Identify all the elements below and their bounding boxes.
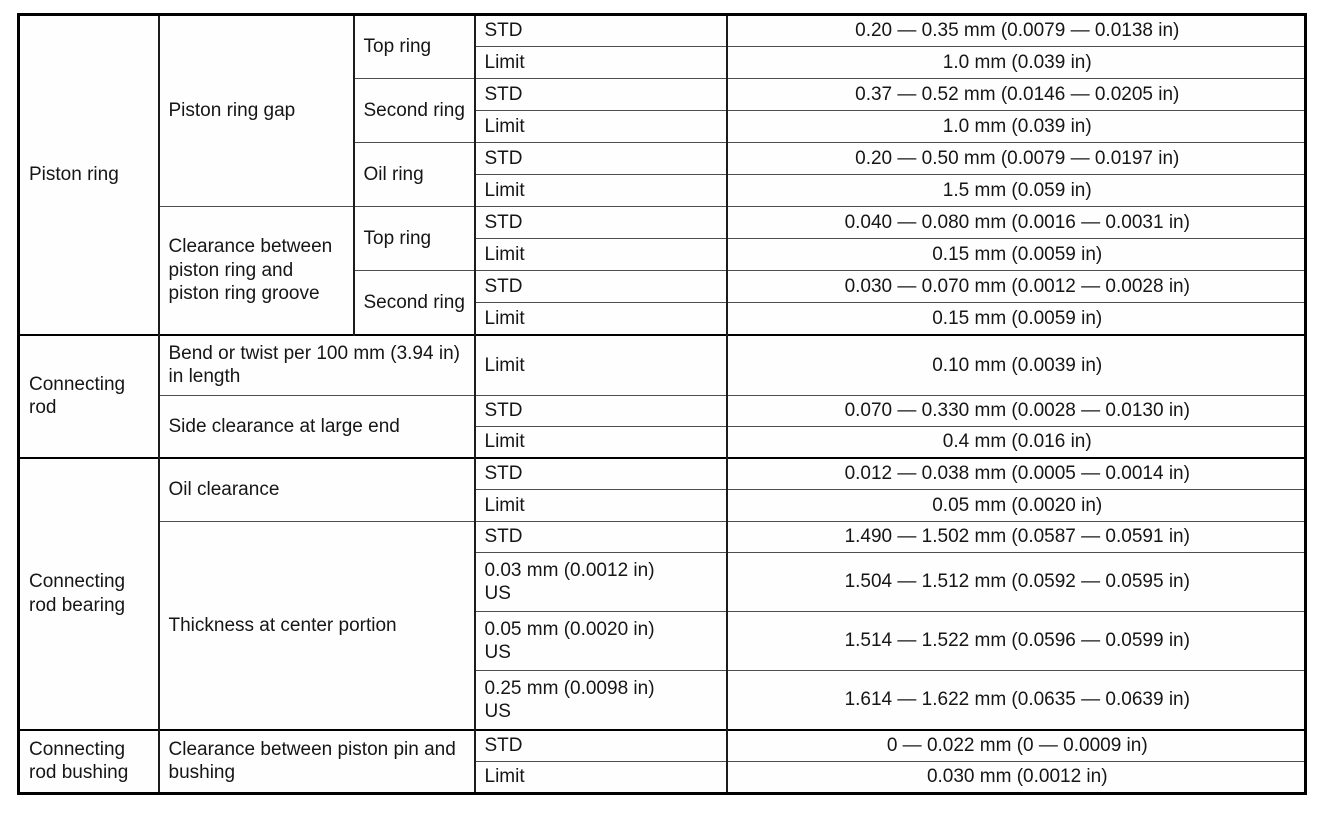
spec-type-cell: 0.05 mm (0.0020 in) US [473, 611, 727, 671]
component-cell: Connecting rod [18, 333, 159, 458]
category-cell: Oil clearance [157, 456, 475, 522]
value-cell: 1.0 mm (0.039 in) [725, 46, 1306, 79]
table-row: Limit 0.4 mm (0.016 in) [19, 426, 1306, 458]
value-cell: 0.37 — 0.52 mm (0.0146 — 0.0205 in) [725, 78, 1306, 111]
table-row: Connecting rod bushing Clearance between… [18, 728, 1306, 794]
subitem-cell: Top ring [352, 14, 475, 79]
table-row: Limit 1.5 mm (0.059 in) [19, 174, 1306, 207]
spec-type-cell: Limit [473, 333, 727, 396]
value-cell: 1.5 mm (0.059 in) [725, 174, 1306, 207]
spec-type-cell: STD [473, 206, 727, 239]
value-cell: 1.0 mm (0.039 in) [725, 110, 1306, 143]
value-cell: 0.070 — 0.330 mm (0.0028 — 0.0130 in) [725, 395, 1306, 427]
value-cell: 0.4 mm (0.016 in) [725, 426, 1306, 458]
category-cell: Thickness at center portion [157, 521, 475, 730]
table-row: Oil ring STD 0.20 — 0.50 mm (0.0079 — 0.… [19, 142, 1306, 207]
component-cell: Piston ring [29, 164, 119, 186]
component-cell: Connecting rod bushing [18, 728, 159, 794]
value-cell: 0.20 — 0.50 mm (0.0079 — 0.0197 in) [725, 142, 1306, 175]
value-cell: 1.504 — 1.512 mm (0.0592 — 0.0595 in) [725, 552, 1306, 612]
table-row: Limit 1.0 mm (0.039 in) [19, 110, 1306, 143]
table-row: Second ring STD 0.37 — 0.52 mm (0.0146 —… [19, 78, 1306, 143]
spec-type-cell: Limit [473, 302, 727, 335]
spec-type-cell: STD [473, 728, 727, 762]
category-cell: Clearance between piston pin and bushing [157, 728, 475, 794]
spec-type-cell: Limit [473, 761, 727, 794]
value-cell: 1.514 — 1.522 mm (0.0596 — 0.0599 in) [725, 611, 1306, 671]
value-cell: 0.012 — 0.038 mm (0.0005 — 0.0014 in) [725, 456, 1306, 490]
value-cell: 0.20 — 0.35 mm (0.0079 — 0.0138 in) [725, 14, 1306, 47]
spec-type-cell: STD [473, 521, 727, 553]
value-cell: 1.614 — 1.622 mm (0.0635 — 0.0639 in) [725, 670, 1306, 730]
spec-type-cell: STD [473, 270, 727, 303]
table-row: Side clearance at large end STD 0.070 — … [19, 395, 1306, 458]
value-cell: 0 — 0.022 mm (0 — 0.0009 in) [725, 728, 1306, 762]
category-cell: Side clearance at large end [157, 395, 475, 458]
subitem-cell: Top ring [352, 206, 475, 271]
table-row: Piston ring Piston ring gap Top ring STD… [19, 14, 1306, 207]
spec-type-cell: 0.25 mm (0.0098 in) US [473, 670, 727, 730]
table-row: 0.03 mm (0.0012 in) US 1.504 — 1.512 mm … [19, 552, 1306, 612]
spec-table: Piston ring Piston ring gap Top ring STD… [17, 13, 1307, 795]
spec-table-container: Piston ring Piston ring gap Top ring STD… [17, 13, 1307, 795]
component-cell: Connecting rod bearing [18, 456, 159, 730]
subitem-cell: Second ring [352, 78, 475, 143]
spec-type-cell: Limit [473, 174, 727, 207]
table-row: 0.05 mm (0.0020 in) US 1.514 — 1.522 mm … [19, 611, 1306, 671]
spec-type-cell: STD [473, 456, 727, 490]
table-row: Connecting rod bearing Oil clearance STD… [18, 456, 1306, 730]
spec-type-cell: STD [473, 142, 727, 175]
spec-type-cell: STD [473, 395, 727, 427]
value-cell: 0.040 — 0.080 mm (0.0016 — 0.0031 in) [725, 206, 1306, 239]
table-row: Limit 0.030 mm (0.0012 in) [19, 761, 1306, 794]
table-row: 0.25 mm (0.0098 in) US 1.614 — 1.622 mm … [19, 670, 1306, 730]
spec-type-cell: Limit [473, 110, 727, 143]
table-row: Limit 1.0 mm (0.039 in) [19, 46, 1306, 79]
category-cell: Piston ring gap [157, 14, 354, 207]
spec-type-cell: STD [473, 78, 727, 111]
value-cell: 0.05 mm (0.0020 in) [725, 489, 1306, 522]
table-row: Clearance between piston ring and piston… [19, 206, 1306, 335]
table-row: Limit 0.15 mm (0.0059 in) [19, 302, 1306, 335]
category-cell: Clearance between piston ring and piston… [157, 206, 354, 335]
spec-type-cell: Limit [473, 489, 727, 522]
value-cell: 0.10 mm (0.0039 in) [725, 333, 1306, 396]
value-cell: 0.030 mm (0.0012 in) [725, 761, 1306, 794]
value-cell: 0.030 — 0.070 mm (0.0012 — 0.0028 in) [725, 270, 1306, 303]
subitem-cell: Oil ring [352, 142, 475, 207]
subitem-cell: Second ring [352, 270, 475, 335]
table-row: Second ring STD 0.030 — 0.070 mm (0.0012… [19, 270, 1306, 335]
table-row: Limit 0.05 mm (0.0020 in) [19, 489, 1306, 522]
spec-type-cell: Limit [473, 46, 727, 79]
spec-type-cell: STD [473, 14, 727, 47]
table-row: Thickness at center portion STD 1.490 — … [19, 521, 1306, 730]
value-cell: 0.15 mm (0.0059 in) [725, 238, 1306, 271]
table-row: Connecting rod Bend or twist per 100 mm … [18, 333, 1306, 458]
category-cell: Bend or twist per 100 mm (3.94 in) in le… [157, 333, 475, 396]
spec-type-cell: 0.03 mm (0.0012 in) US [473, 552, 727, 612]
value-cell: 1.490 — 1.502 mm (0.0587 — 0.0591 in) [725, 521, 1306, 553]
value-cell: 0.15 mm (0.0059 in) [725, 302, 1306, 335]
spec-type-cell: Limit [473, 238, 727, 271]
table-row: Limit 0.15 mm (0.0059 in) [19, 238, 1306, 271]
spec-type-cell: Limit [473, 426, 727, 458]
